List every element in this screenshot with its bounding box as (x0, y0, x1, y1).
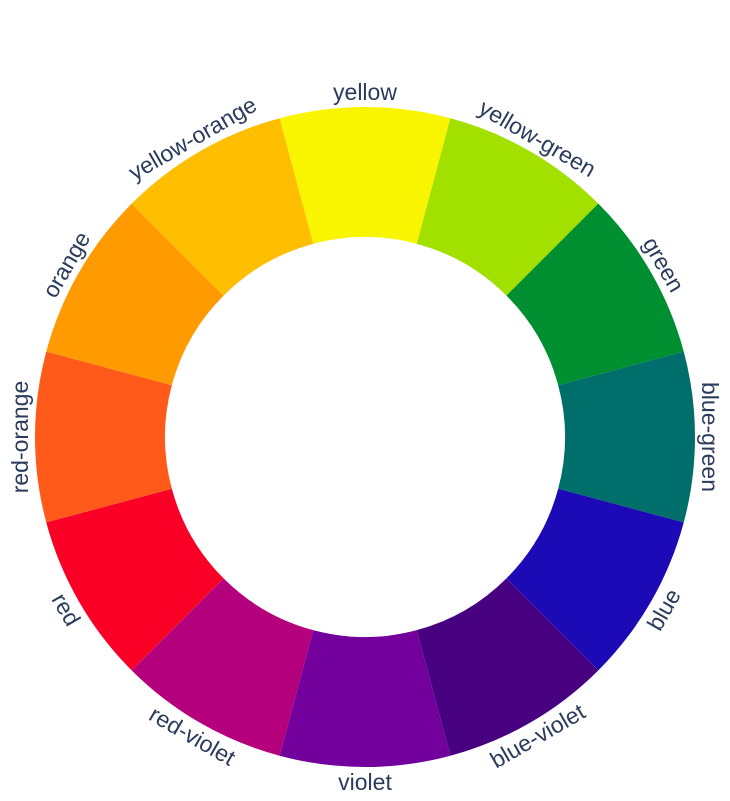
wheel-segment-red-orange (34, 351, 172, 523)
wheel-segment-green (506, 203, 684, 386)
wheel-segment-blue-green (558, 351, 695, 523)
wheel-segment-orange (46, 203, 224, 386)
wheel-label-blue-green: blue-green (697, 382, 723, 492)
wheel-segment-red-violet (131, 578, 314, 756)
wheel-label-yellow: yellow (333, 79, 397, 105)
wheel-segment-red (46, 488, 224, 671)
wheel-segments (34, 106, 695, 767)
wheel-segment-yellow-green (416, 118, 599, 296)
wheel-segment-yellow-orange (131, 118, 314, 296)
wheel-segment-violet (279, 630, 451, 767)
wheel-label-red-orange: red-orange (7, 381, 33, 494)
wheel-segment-yellow (279, 106, 451, 244)
wheel-label-violet: violet (338, 769, 392, 795)
wheel-segment-blue (506, 488, 684, 671)
wheel-segment-blue-violet (416, 578, 599, 756)
